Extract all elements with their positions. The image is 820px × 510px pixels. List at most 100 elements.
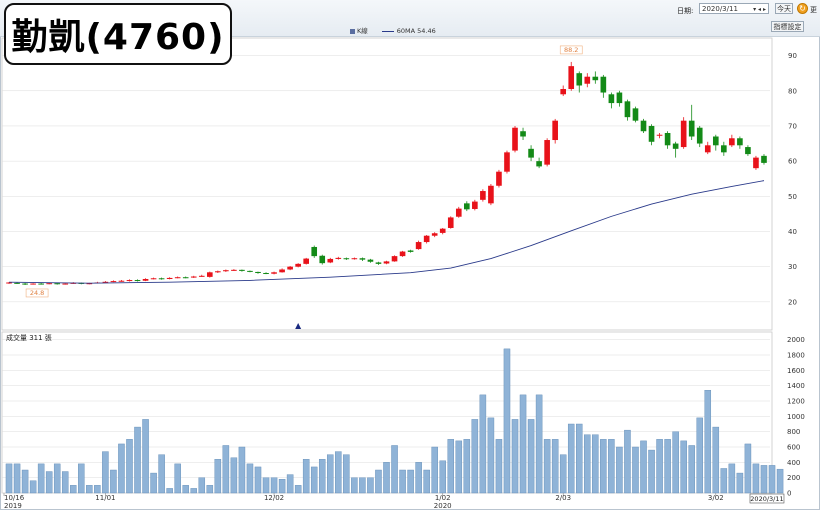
candle-body bbox=[287, 266, 293, 270]
candle-body bbox=[30, 283, 36, 285]
candle-body bbox=[375, 262, 382, 264]
date-label: 日期: bbox=[677, 7, 694, 15]
candle-body bbox=[488, 185, 494, 204]
volume-bar bbox=[399, 469, 406, 494]
volume-bar bbox=[134, 426, 141, 494]
ma-legend-label: 60MA 54.46 bbox=[396, 27, 436, 35]
candle-body bbox=[592, 76, 599, 81]
volume-bar bbox=[286, 474, 294, 494]
price-tick-label: 20 bbox=[788, 298, 797, 306]
volume-bar bbox=[648, 449, 655, 494]
candle-body bbox=[737, 138, 743, 146]
low-label: 24.8 bbox=[30, 289, 44, 297]
candle-body bbox=[431, 233, 438, 236]
candle-body bbox=[528, 148, 534, 158]
price-tick-label: 30 bbox=[788, 263, 797, 271]
volume-bar bbox=[455, 440, 463, 494]
candle-body bbox=[656, 134, 663, 136]
volume-bar bbox=[704, 390, 712, 494]
volume-bar bbox=[696, 417, 703, 494]
candle-body bbox=[552, 120, 558, 141]
chart-legend: K線 60MA 54.46 bbox=[350, 25, 436, 35]
candle-body bbox=[423, 235, 430, 243]
price-tick-label: 60 bbox=[788, 158, 797, 166]
candle-body bbox=[110, 281, 117, 283]
candle-body bbox=[729, 138, 735, 146]
price-tick-label: 80 bbox=[788, 87, 797, 95]
candle-body bbox=[247, 270, 253, 272]
candle-body bbox=[343, 258, 350, 260]
candle-body bbox=[198, 275, 205, 277]
price-tick-label: 90 bbox=[788, 52, 797, 60]
candle-body bbox=[415, 242, 422, 250]
candle-body bbox=[496, 171, 502, 186]
candle-body bbox=[704, 145, 711, 153]
candle-body bbox=[721, 145, 727, 153]
volume-bar bbox=[351, 477, 358, 494]
volume-bar bbox=[182, 485, 189, 494]
volume-bar bbox=[102, 451, 109, 494]
high-label-box bbox=[559, 45, 583, 55]
candle-body bbox=[576, 73, 583, 86]
candle-body bbox=[231, 269, 237, 271]
indicator-settings-button[interactable]: 指標設定 bbox=[771, 21, 804, 32]
candle-body bbox=[696, 127, 703, 144]
candle-body bbox=[544, 140, 550, 165]
candle-body bbox=[206, 272, 213, 277]
volume-bar bbox=[230, 457, 238, 494]
candle-body bbox=[215, 271, 221, 273]
candle-body bbox=[327, 258, 334, 263]
volume-bar bbox=[423, 469, 430, 494]
candle-body bbox=[190, 276, 197, 278]
candle-body bbox=[134, 280, 141, 282]
date-nav-arrows-icon[interactable]: ▾ ◂ ▸ bbox=[753, 6, 766, 13]
candle-body bbox=[303, 258, 309, 264]
volume-bar bbox=[110, 469, 117, 494]
today-button[interactable]: 今天 bbox=[775, 3, 793, 14]
candle-body bbox=[640, 120, 647, 132]
x-tick-label: 11/01 bbox=[95, 494, 115, 502]
volume-bar bbox=[608, 439, 615, 494]
candle-body bbox=[560, 89, 567, 95]
price-panel: 20 30 40 50 60 70 80 90 88.2 24.8 bbox=[1, 37, 797, 331]
volume-bar bbox=[439, 460, 446, 494]
volume-tick-label: 1600 bbox=[787, 367, 805, 375]
x-tick-label: 10/16 bbox=[4, 494, 25, 502]
more-label[interactable]: 更 bbox=[810, 6, 817, 14]
candle-body bbox=[6, 282, 12, 284]
price-tick-label: 50 bbox=[788, 193, 797, 201]
date-input[interactable]: 2020/3/11 ▾ ◂ ▸ bbox=[699, 3, 769, 14]
candle-body bbox=[472, 201, 478, 209]
volume-bar bbox=[375, 469, 382, 494]
volume-tick-label: 1400 bbox=[787, 382, 805, 390]
volume-bar bbox=[712, 426, 720, 494]
volume-bar bbox=[479, 394, 487, 494]
candle-body bbox=[480, 191, 486, 200]
volume-bar bbox=[174, 463, 181, 494]
volume-bar bbox=[158, 454, 165, 494]
volume-bar bbox=[262, 477, 270, 494]
ma-legend-swatch bbox=[381, 30, 394, 32]
candle-body bbox=[648, 125, 655, 142]
candle-body bbox=[464, 203, 470, 210]
refresh-icon[interactable]: ↻ bbox=[797, 3, 808, 14]
volume-panel: 0 200 400 600 800 1000 1200 1400 1600 1800 2000 bbox=[1, 331, 805, 498]
candle-body bbox=[271, 272, 277, 274]
candle-body bbox=[150, 278, 157, 280]
candle-body bbox=[166, 277, 173, 279]
volume-bar bbox=[535, 394, 543, 494]
volume-bar bbox=[214, 459, 222, 494]
volume-bar bbox=[150, 472, 157, 494]
volume-bar bbox=[503, 348, 511, 494]
candle-body bbox=[447, 217, 454, 228]
candle-body bbox=[239, 269, 245, 271]
volume-bar bbox=[45, 471, 53, 494]
volume-bar bbox=[415, 462, 422, 494]
candle-body bbox=[455, 208, 462, 217]
k-line-legend-label: K線 bbox=[357, 27, 368, 35]
volume-bar bbox=[222, 445, 230, 494]
period-marker-icon bbox=[295, 323, 302, 329]
candle-body bbox=[761, 155, 767, 163]
volume-bar bbox=[29, 480, 37, 494]
volume-tick-label: 800 bbox=[787, 428, 800, 436]
